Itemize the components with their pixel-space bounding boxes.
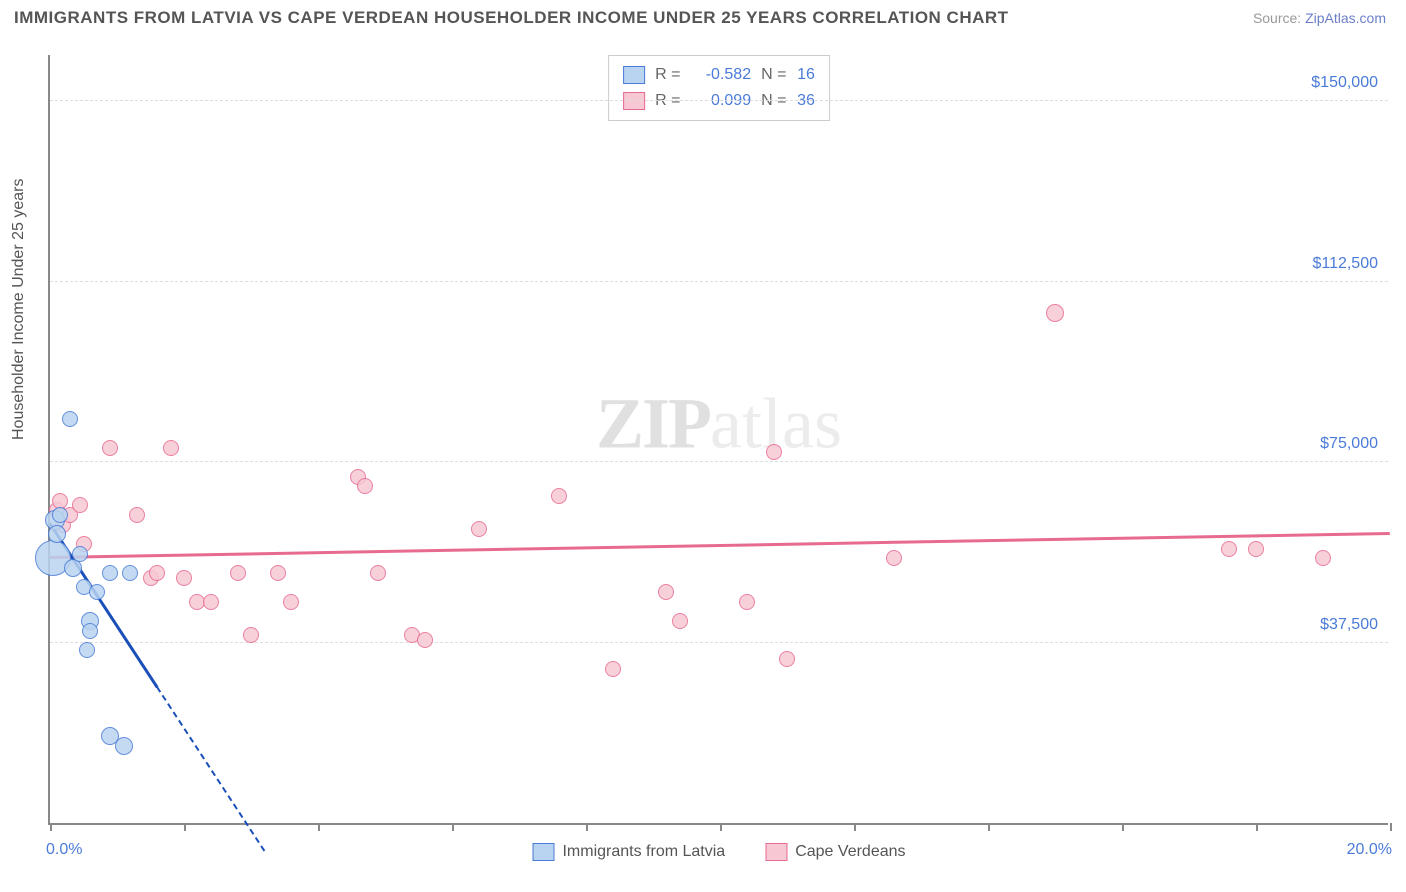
y-axis-label: Householder Income Under 25 years (10, 179, 28, 440)
watermark: ZIPatlas (596, 382, 842, 465)
y-tick-label: $150,000 (1311, 74, 1378, 92)
point-capeverdean (283, 594, 299, 610)
y-tick-label: $75,000 (1320, 435, 1378, 453)
point-capeverdean (779, 651, 795, 667)
point-latvia (72, 546, 88, 562)
point-capeverdean (176, 570, 192, 586)
point-capeverdean (658, 584, 674, 600)
trendline-latvia-dash (156, 687, 265, 852)
point-latvia (102, 565, 118, 581)
chart-source: Source: ZipAtlas.com (1253, 10, 1386, 26)
x-tick (586, 823, 588, 831)
point-capeverdean (605, 661, 621, 677)
x-tick (318, 823, 320, 831)
point-capeverdean (357, 478, 373, 494)
legend-capeverdean: Cape Verdeans (765, 843, 905, 861)
x-tick (1390, 823, 1392, 831)
stat-R-label: R = (655, 62, 681, 88)
x-tick (1256, 823, 1258, 831)
point-capeverdean (417, 632, 433, 648)
point-capeverdean (886, 550, 902, 566)
point-latvia (79, 642, 95, 658)
point-capeverdean (471, 521, 487, 537)
point-capeverdean (766, 444, 782, 460)
point-latvia (48, 525, 66, 543)
point-latvia (52, 507, 68, 523)
point-capeverdean (163, 440, 179, 456)
x-tick (720, 823, 722, 831)
legend-label-capeverdean: Cape Verdeans (795, 843, 905, 861)
source-link[interactable]: ZipAtlas.com (1305, 10, 1386, 26)
x-tick (854, 823, 856, 831)
y-tick-label: $112,500 (1312, 255, 1378, 273)
legend-swatch-capeverdean (765, 843, 787, 861)
point-capeverdean (1248, 541, 1264, 557)
point-capeverdean (270, 565, 286, 581)
point-capeverdean (370, 565, 386, 581)
source-label: Source: (1253, 10, 1305, 26)
stat-N-latvia: 16 (797, 62, 815, 88)
point-capeverdean (203, 594, 219, 610)
gridline-h (50, 281, 1388, 282)
y-tick-label: $37,500 (1320, 616, 1378, 634)
stats-row-latvia: R = -0.582 N = 16 (623, 62, 815, 88)
stat-N-label: N = (761, 62, 787, 88)
point-capeverdean (1315, 550, 1331, 566)
point-latvia (82, 623, 98, 639)
point-latvia (64, 559, 82, 577)
x-tick (184, 823, 186, 831)
x-max-label: 20.0% (1347, 841, 1392, 859)
x-min-label: 0.0% (46, 841, 82, 859)
legend-swatch-latvia (532, 843, 554, 861)
gridline-h (50, 100, 1388, 101)
swatch-latvia (623, 66, 645, 84)
point-latvia (89, 584, 105, 600)
x-tick (988, 823, 990, 831)
correlation-stats-box: R = -0.582 N = 16 R = 0.099 N = 36 (608, 55, 830, 121)
point-capeverdean (72, 497, 88, 513)
legend: Immigrants from Latvia Cape Verdeans (532, 843, 905, 861)
point-capeverdean (672, 613, 688, 629)
legend-label-latvia: Immigrants from Latvia (562, 843, 725, 861)
x-tick (452, 823, 454, 831)
stat-R-latvia: -0.582 (691, 62, 751, 88)
point-capeverdean (230, 565, 246, 581)
point-capeverdean (149, 565, 165, 581)
chart-header: IMMIGRANTS FROM LATVIA VS CAPE VERDEAN H… (0, 0, 1406, 32)
chart-title: IMMIGRANTS FROM LATVIA VS CAPE VERDEAN H… (14, 8, 1009, 28)
trendline-capeverdean (50, 532, 1390, 559)
point-latvia (115, 737, 133, 755)
chart-plot-area: ZIPatlas R = -0.582 N = 16 R = 0.099 N =… (48, 55, 1388, 825)
point-latvia (122, 565, 138, 581)
gridline-h (50, 461, 1388, 462)
point-capeverdean (551, 488, 567, 504)
point-capeverdean (102, 440, 118, 456)
point-latvia (62, 411, 78, 427)
x-tick (1122, 823, 1124, 831)
point-capeverdean (1221, 541, 1237, 557)
x-tick (50, 823, 52, 831)
watermark-zip: ZIP (596, 383, 710, 463)
point-capeverdean (129, 507, 145, 523)
point-capeverdean (1046, 304, 1064, 322)
point-capeverdean (243, 627, 259, 643)
point-capeverdean (739, 594, 755, 610)
legend-latvia: Immigrants from Latvia (532, 843, 725, 861)
